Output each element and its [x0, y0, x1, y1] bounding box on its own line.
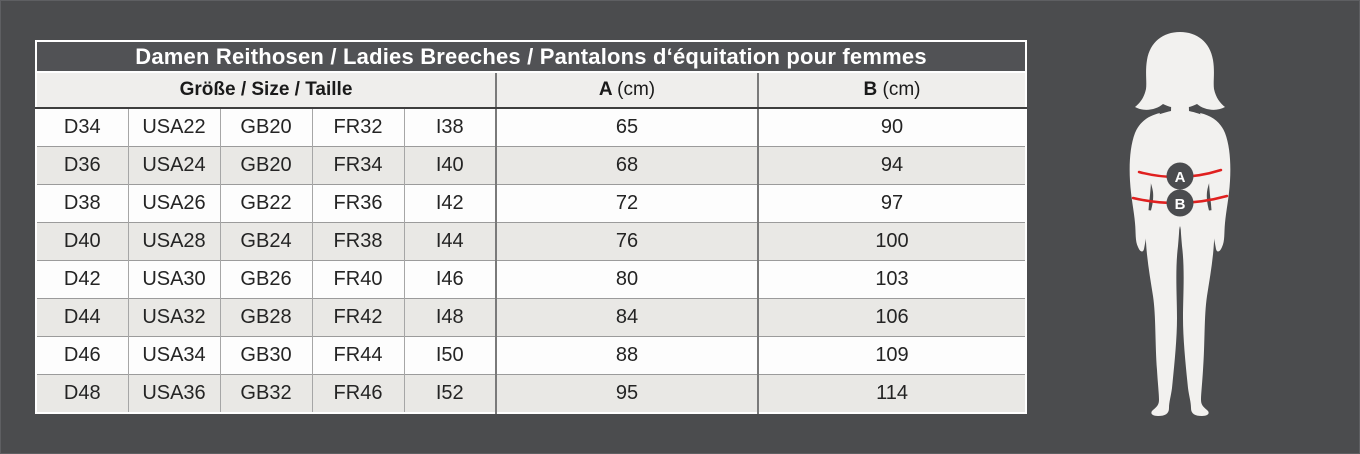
- measure-a-unit: (cm): [617, 79, 656, 100]
- size-it-cell: I42: [404, 184, 496, 223]
- size-fr-cell: FR36: [312, 184, 405, 223]
- size-gb-cell: GB30: [220, 336, 313, 375]
- measure-b-cell: 109: [756, 336, 1027, 375]
- size-it-cell: I46: [404, 260, 496, 299]
- measure-a-cell: 72: [495, 184, 758, 223]
- measure-b-cell: 114: [756, 374, 1027, 413]
- size-gb-cell: GB26: [220, 260, 313, 299]
- size-de-cell: D42: [36, 260, 129, 299]
- measure-a-label: A: [598, 79, 612, 100]
- arm-shape: [1200, 113, 1231, 252]
- measure-b-label: B: [863, 79, 878, 100]
- size-usa-cell: USA36: [128, 374, 221, 413]
- measure-b-cell: 106: [756, 298, 1027, 337]
- marker-a-letter: A: [1175, 169, 1186, 186]
- size-usa-cell: USA24: [128, 146, 221, 185]
- size-it-cell: I44: [404, 222, 496, 261]
- leg-shape-left: [1145, 210, 1180, 416]
- table-row: D46 USA34 GB30 FR44 I50 88 109: [36, 336, 1027, 375]
- size-de-cell: D36: [36, 146, 129, 185]
- size-it-cell: I40: [404, 146, 496, 185]
- head-shape: [1161, 41, 1199, 95]
- size-usa-cell: USA26: [128, 184, 221, 223]
- size-usa-cell: USA22: [128, 107, 221, 147]
- marker-a-badge: A: [1166, 162, 1194, 190]
- size-de-cell: D48: [36, 374, 129, 413]
- size-it-cell: I48: [404, 298, 496, 337]
- size-usa-cell: USA34: [128, 336, 221, 375]
- table-header-row: Größe / Size / Taille A (cm) B (cm): [36, 72, 1027, 109]
- measure-a-cell: 76: [495, 222, 758, 261]
- size-fr-cell: FR44: [312, 336, 405, 375]
- table-row: D36 USA24 GB20 FR34 I40 68 94: [36, 146, 1027, 185]
- table-row: D34 USA22 GB20 FR32 I38 65 90: [36, 107, 1027, 147]
- size-de-cell: D44: [36, 298, 129, 337]
- size-de-cell: D46: [36, 336, 129, 375]
- size-rows: D34 USA22 GB20 FR32 I38 65 90 D36 USA24 GB20 FR34 I…: [36, 107, 1027, 413]
- measure-a-cell: 65: [495, 107, 758, 147]
- size-usa-cell: USA32: [128, 298, 221, 337]
- marker-b-badge: B: [1166, 189, 1194, 217]
- size-fr-cell: FR32: [312, 107, 405, 147]
- measure-a-cell: 95: [495, 374, 758, 413]
- measure-b-cell: 94: [756, 146, 1027, 185]
- size-gb-cell: GB32: [220, 374, 313, 413]
- size-usa-cell: USA28: [128, 222, 221, 261]
- table-row: D44 USA32 GB28 FR42 I48 84 106: [36, 298, 1027, 337]
- measure-a-cell: 68: [495, 146, 758, 185]
- size-it-cell: I50: [404, 336, 496, 375]
- measure-a-header: A (cm): [495, 72, 758, 109]
- size-chart-table: Damen Reithosen / Ladies Breeches / Pant…: [35, 40, 1028, 414]
- size-it-cell: I38: [404, 107, 496, 147]
- size-fr-cell: FR46: [312, 374, 405, 413]
- size-de-cell: D38: [36, 184, 129, 223]
- size-it-cell: I52: [404, 374, 496, 413]
- size-gb-cell: GB20: [220, 146, 313, 185]
- measure-b-cell: 103: [756, 260, 1027, 299]
- size-usa-cell: USA30: [128, 260, 221, 299]
- measure-b-unit: (cm): [882, 79, 921, 100]
- leg-shape: [1180, 210, 1215, 416]
- table-title-row: Damen Reithosen / Ladies Breeches / Pant…: [36, 41, 1027, 73]
- table-row: D42 USA30 GB26 FR40 I46 80 103: [36, 260, 1027, 299]
- size-de-cell: D40: [36, 222, 129, 261]
- size-fr-cell: FR42: [312, 298, 405, 337]
- size-de-cell: D34: [36, 107, 129, 147]
- female-silhouette-figure: A B: [1129, 32, 1231, 416]
- measure-b-cell: 97: [756, 184, 1027, 223]
- measurement-figure: A B: [1079, 18, 1281, 438]
- size-columns-header: Größe / Size / Taille: [36, 72, 496, 109]
- marker-b-letter: B: [1175, 196, 1186, 213]
- measure-b-cell: 100: [756, 222, 1027, 261]
- measure-a-cell: 80: [495, 260, 758, 299]
- size-gb-cell: GB22: [220, 184, 313, 223]
- measure-a-cell: 84: [495, 298, 758, 337]
- size-gb-cell: GB24: [220, 222, 313, 261]
- measure-b-header: B (cm): [756, 72, 1027, 109]
- size-gb-cell: GB28: [220, 298, 313, 337]
- size-gb-cell: GB20: [220, 107, 313, 147]
- measure-b-cell: 90: [756, 107, 1027, 147]
- measure-a-cell: 88: [495, 336, 758, 375]
- size-fr-cell: FR40: [312, 260, 405, 299]
- size-fr-cell: FR34: [312, 146, 405, 185]
- table-row: D40 USA28 GB24 FR38 I44 76 100: [36, 222, 1027, 261]
- table-row: D38 USA26 GB22 FR36 I42 72 97: [36, 184, 1027, 223]
- table-title: Damen Reithosen / Ladies Breeches / Pant…: [36, 41, 1027, 73]
- table-row: D48 USA36 GB32 FR46 I52 95 114: [36, 374, 1027, 413]
- size-fr-cell: FR38: [312, 222, 405, 261]
